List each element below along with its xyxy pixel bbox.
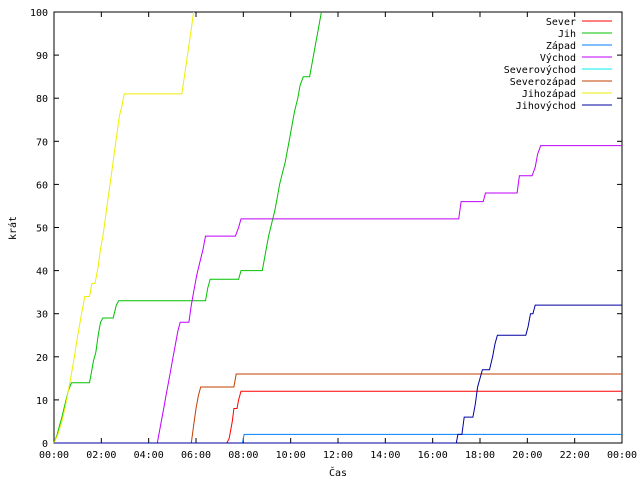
legend: SeverJihZápadVýchodSeverovýchodSeverozáp… xyxy=(504,17,612,112)
x-tick-label: 04:00 xyxy=(134,450,164,461)
legend-label: Severozápad xyxy=(510,76,576,88)
series-line-východ xyxy=(54,145,622,444)
x-tick-label: 00:00 xyxy=(39,450,69,461)
y-axis-label: krát xyxy=(7,216,19,240)
x-tick-label: 14:00 xyxy=(370,450,400,461)
y-tick-label: 80 xyxy=(36,94,48,105)
y-tick-label: 40 xyxy=(36,267,48,278)
x-tick-label: 22:00 xyxy=(560,450,590,461)
y-tick-label: 30 xyxy=(36,310,48,321)
series-line-jihozápad xyxy=(53,11,195,444)
legend-label: Východ xyxy=(540,52,576,64)
legend-label: Západ xyxy=(546,40,576,52)
x-tick-label: 00:00 xyxy=(607,450,637,461)
y-tick-label: 100 xyxy=(30,8,48,19)
x-tick-label: 12:00 xyxy=(323,450,353,461)
axis-ticks: 00:00 02:00 04:00 06:00 08:00 10:00 12:00 14:00… xyxy=(30,8,637,461)
legend-label: Jihozápad xyxy=(522,88,576,100)
y-tick-label: 60 xyxy=(36,180,48,191)
y-tick-label: 10 xyxy=(36,396,48,407)
y-tick-label: 20 xyxy=(36,353,48,364)
y-tick-label: 0 xyxy=(42,439,48,450)
x-tick-label: 10:00 xyxy=(276,450,306,461)
x-tick-label: 16:00 xyxy=(418,450,448,461)
x-axis-label: Čas xyxy=(329,466,347,479)
x-tick-label: 08:00 xyxy=(228,450,258,461)
series-line-severozápad xyxy=(54,373,622,444)
legend-label: Severovýchod xyxy=(504,64,576,76)
series-line-jihovýchod xyxy=(54,304,622,444)
series-group xyxy=(53,11,622,444)
y-tick-label: 50 xyxy=(36,224,48,235)
series-line-sever xyxy=(54,390,622,444)
x-tick-label: 06:00 xyxy=(181,450,211,461)
x-tick-label: 18:00 xyxy=(465,450,495,461)
x-tick-label: 02:00 xyxy=(86,450,116,461)
legend-label: Sever xyxy=(546,17,576,28)
legend-label: Jihovýchod xyxy=(516,100,576,112)
x-tick-label: 20:00 xyxy=(512,450,542,461)
y-tick-label: 70 xyxy=(36,137,48,148)
series-line-jih xyxy=(53,11,322,444)
y-tick-label: 90 xyxy=(36,51,48,62)
legend-label: Jih xyxy=(558,29,576,40)
